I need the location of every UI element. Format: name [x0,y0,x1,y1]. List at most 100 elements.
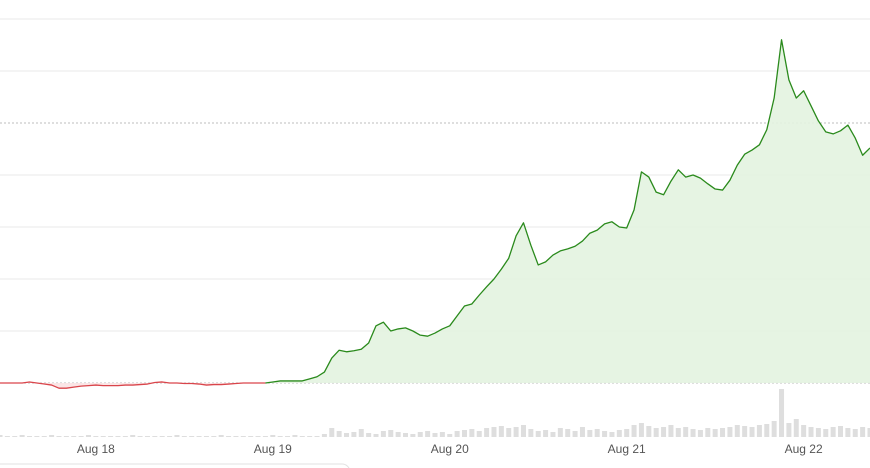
volume-bar [786,423,792,437]
volume-bar [144,436,150,437]
volume-bar [425,431,431,437]
volume-bar [506,428,512,437]
volume-bar [93,436,99,437]
volume-bar [174,435,180,437]
volume-bar [211,436,217,437]
volume-bar [668,425,674,437]
volume-bar [491,427,497,437]
volume-bar [189,436,195,437]
volume-bar [12,436,18,437]
volume-bar [299,436,305,437]
volume-bar [646,426,652,437]
volume-bar [395,432,401,437]
volume-bar [712,429,718,437]
volume-bar [631,425,637,437]
volume-bar [108,436,114,437]
volume-bar [4,436,10,437]
volume-bar [388,430,394,437]
volume-bar [616,430,622,437]
volume-bar [749,427,755,437]
panel-edge [0,463,350,468]
volume-bar [203,436,209,437]
volume-bar [240,436,246,437]
volume-bar [336,431,342,437]
volume-bar [535,431,541,437]
volume-bar [830,427,836,437]
volume-bar [838,426,844,437]
volume-bar [705,428,711,437]
volume-bar [344,433,350,437]
volume-bar [720,428,726,437]
volume-bar [690,429,696,437]
volume-bar [0,435,3,437]
volume-bar [19,435,25,437]
volume-bar [543,430,549,437]
volume-bar [779,389,785,437]
volume-bar [653,428,659,437]
volume-bar [137,436,143,437]
volume-bar [439,432,445,437]
volume-bar [49,435,55,437]
volume-bar [447,434,453,437]
volume-bar [78,436,84,437]
volume-bar [34,436,40,437]
volume-bar [285,436,291,437]
volume-bar [579,427,585,437]
volume-bar [860,427,866,437]
volume-bar [159,436,165,437]
volume-bar [26,436,32,437]
volume-bar [498,426,504,437]
volume-bar [565,429,571,437]
volume-bar [130,435,136,437]
volume-bar [277,436,283,437]
volume-bar [255,436,261,437]
volume-bar [697,430,703,437]
volume-bar [624,429,630,437]
volume-bar [484,428,490,437]
volume-bar [351,432,357,437]
volume-bar [167,436,173,437]
line [0,381,266,389]
volume-bar [262,436,268,437]
x-tick-label: Aug 21 [608,442,646,456]
volume-bar [63,436,69,437]
volume-bar [358,429,364,437]
volume-bar [380,431,386,437]
volume-bar [469,429,475,437]
volume-bar [675,428,681,437]
x-tick-label: Aug 22 [785,442,823,456]
volume-bar [85,435,91,437]
volume-bar [661,427,667,437]
x-tick-label: Aug 18 [77,442,115,456]
volume-bar [270,435,276,437]
volume-bar [845,428,851,437]
volume-bar [557,428,563,437]
volume-bar [867,428,870,437]
volume-bar [742,426,748,437]
volume-bar [181,436,187,437]
volume-bar [476,431,482,437]
volume-bar [373,434,379,437]
volume-bar [801,425,807,437]
volume-bar [823,429,829,437]
volume-bar [793,419,799,437]
volume-bar [122,436,128,437]
volume-bar [314,436,320,437]
volume-bar [115,436,121,437]
volume-bar [403,433,409,437]
volume-bar [572,431,578,437]
volume-bar [226,436,232,437]
volume-bar [417,432,423,437]
volume-bar [321,434,327,437]
volume-bar [602,431,608,437]
volume-bar [218,435,224,437]
volume-bar [756,425,762,437]
volume-bar [520,425,526,437]
volume-bar [528,429,534,437]
volume-bar [683,427,689,437]
volume-bar [248,436,254,437]
area [265,39,870,384]
volume-bar [410,434,416,437]
volume-bar [513,427,519,437]
